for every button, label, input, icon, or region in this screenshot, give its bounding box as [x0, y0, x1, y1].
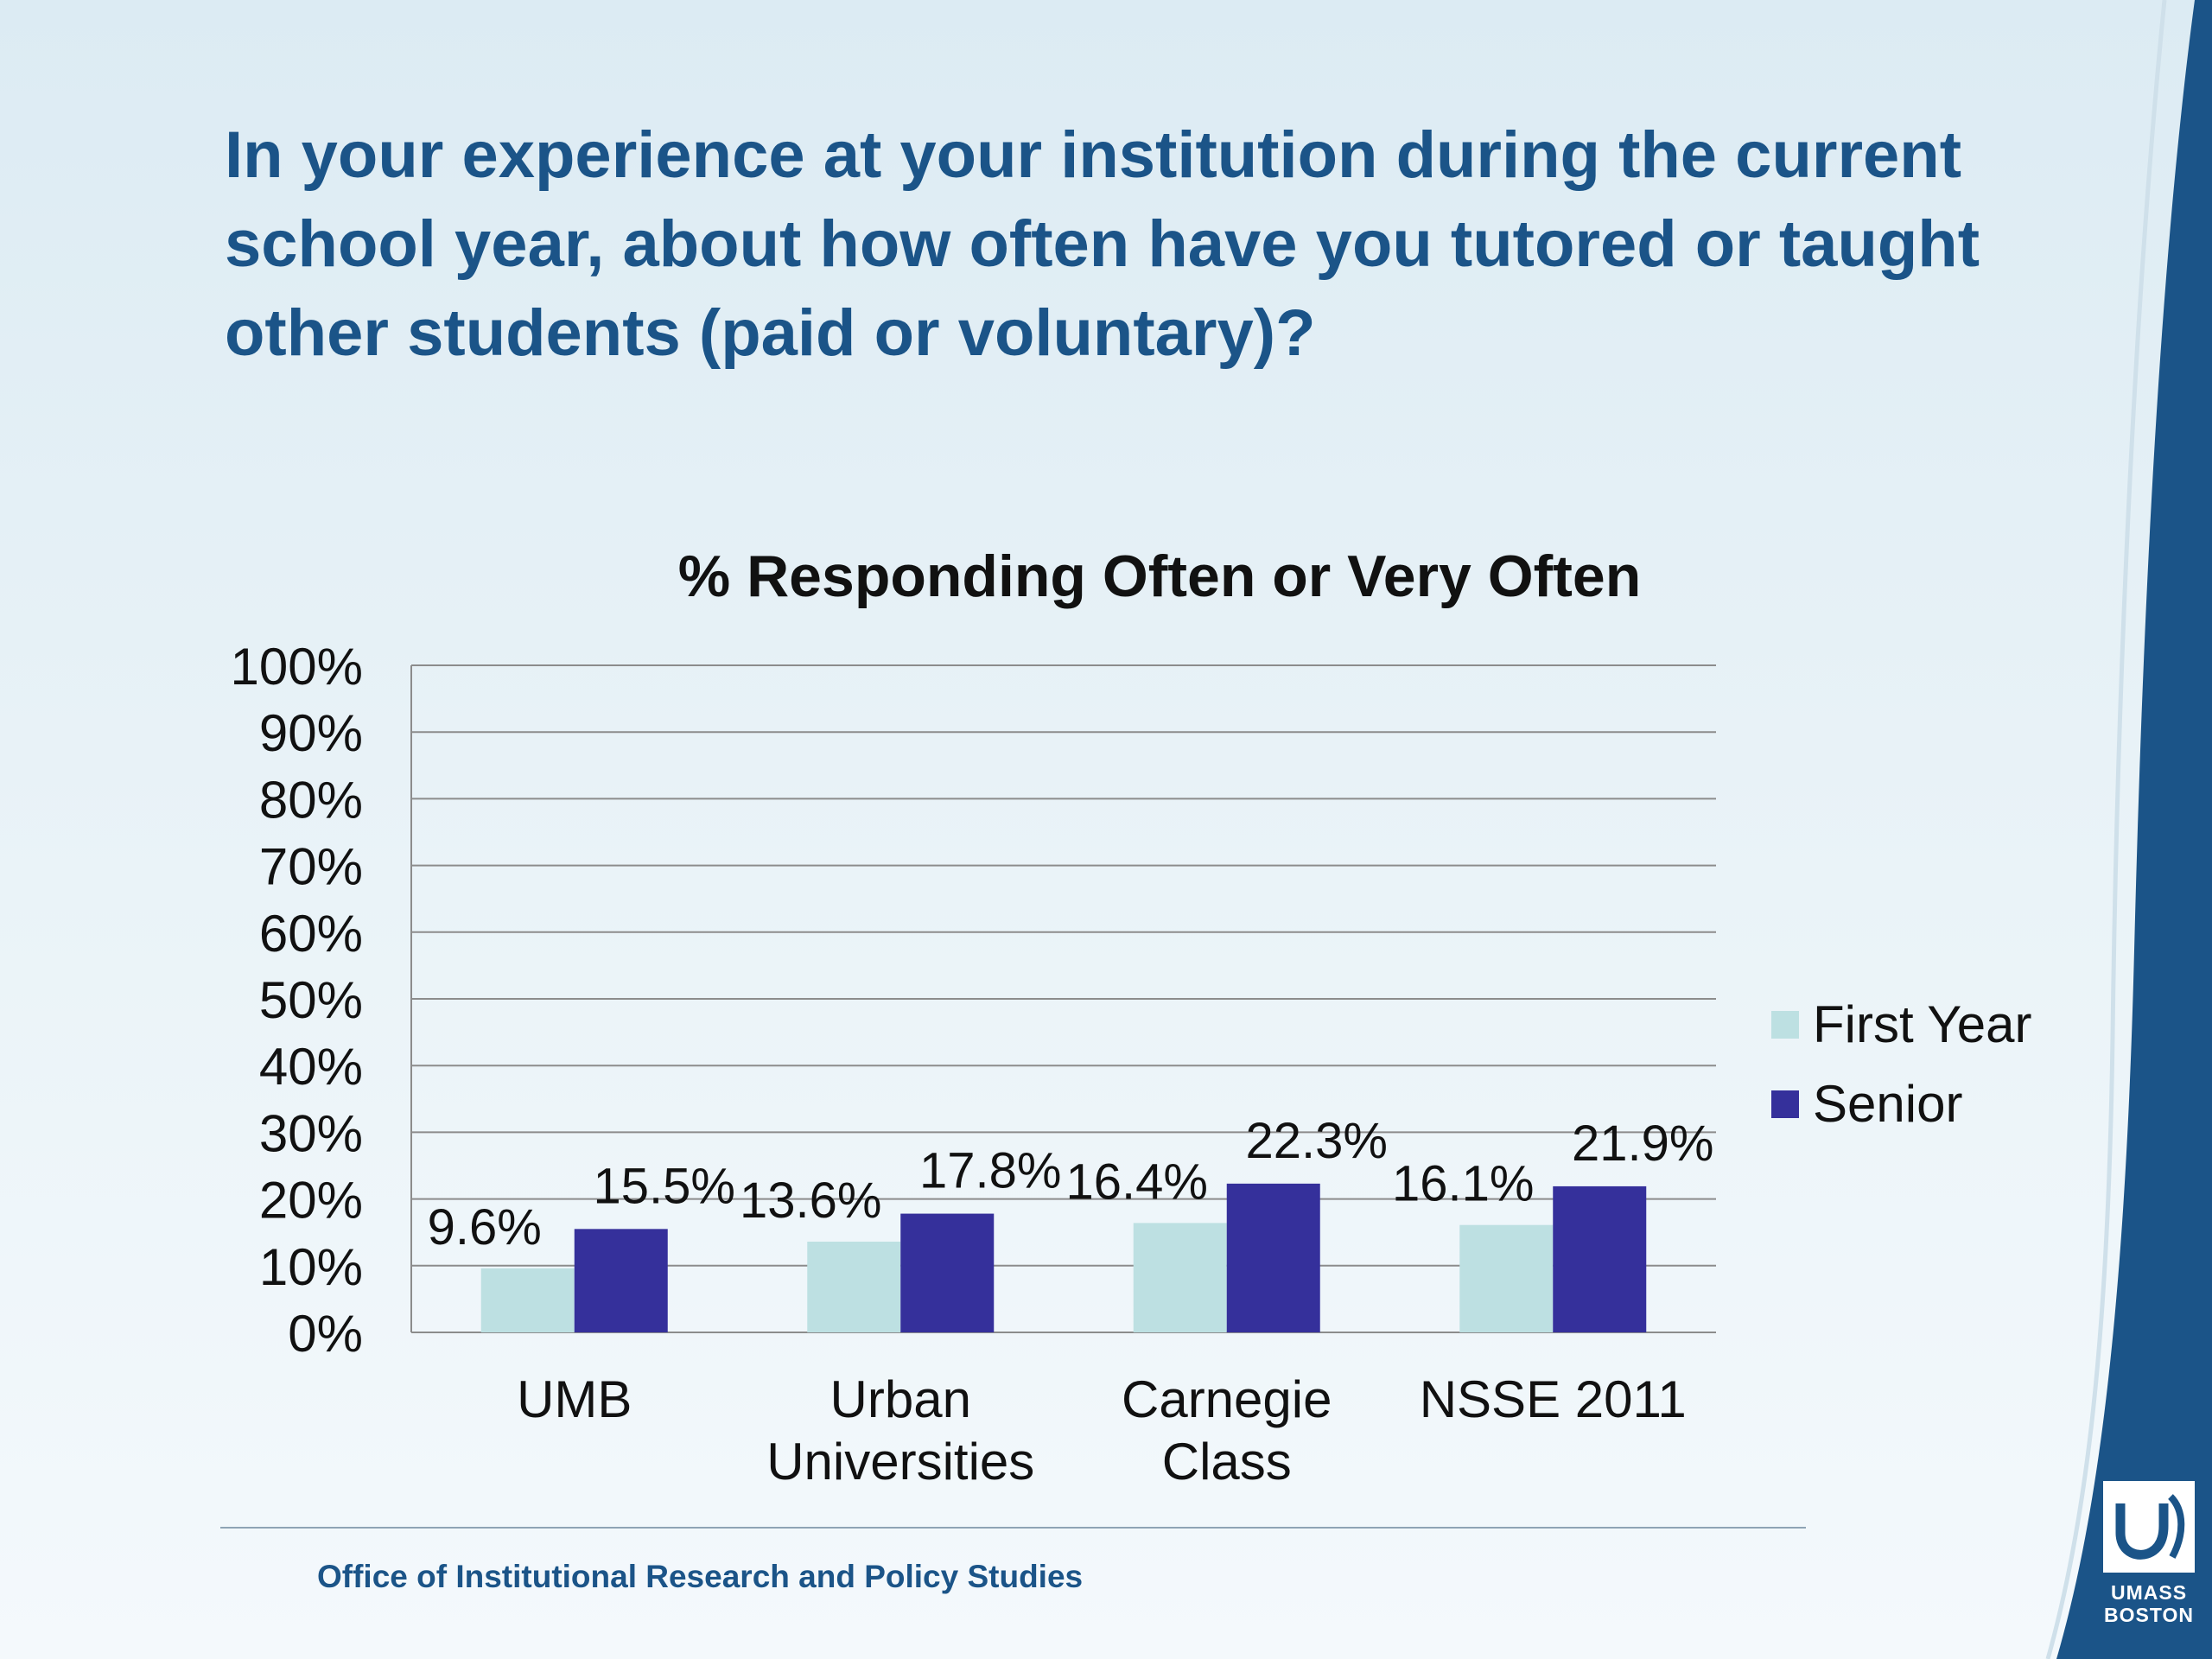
data-label: 22.3%: [1246, 1113, 1388, 1169]
bar: [1133, 1223, 1227, 1332]
y-tick-label: 20%: [259, 1172, 363, 1230]
data-label: 16.4%: [1066, 1154, 1208, 1210]
bar: [1553, 1185, 1647, 1332]
footer-divider: [220, 1527, 1806, 1529]
bar: [1459, 1224, 1554, 1332]
y-tick-label: 10%: [259, 1238, 363, 1296]
x-category-label: Class: [1162, 1433, 1292, 1491]
y-tick-label: 60%: [259, 905, 363, 963]
x-category-label: Carnegie: [1122, 1370, 1332, 1428]
legend-swatch: [1771, 1011, 1799, 1039]
x-category-label: Universities: [766, 1433, 1034, 1491]
legend-swatch: [1771, 1090, 1799, 1118]
data-label: 9.6%: [428, 1199, 542, 1255]
y-tick-label: 50%: [259, 971, 363, 1029]
data-label: 17.8%: [919, 1143, 1061, 1199]
y-tick-label: 0%: [288, 1305, 363, 1363]
y-tick-label: 80%: [259, 771, 363, 829]
data-label: 21.9%: [1572, 1116, 1713, 1172]
slide-title: In your experience at your institution d…: [225, 118, 1980, 370]
umass-boston-logo: UMASS BOSTON: [2101, 1479, 2196, 1626]
y-tick-label: 30%: [259, 1104, 363, 1162]
footer-office-name: Office of Institutional Research and Pol…: [317, 1559, 1084, 1594]
legend-label: Senior: [1813, 1075, 1962, 1133]
bar: [1226, 1183, 1320, 1332]
y-tick-label: 100%: [231, 638, 363, 696]
data-label: 13.6%: [740, 1173, 881, 1229]
bar: [574, 1229, 668, 1332]
logo-text-boston: BOSTON: [2104, 1604, 2194, 1626]
bar: [900, 1213, 995, 1332]
umass-logo-icon: [2103, 1481, 2195, 1573]
x-category-label: Urban: [830, 1370, 971, 1428]
y-tick-label: 40%: [259, 1038, 363, 1096]
x-category-label: NSSE 2011: [1420, 1370, 1687, 1428]
data-label: 16.1%: [1392, 1156, 1534, 1212]
x-category-label: UMB: [517, 1370, 632, 1428]
logo-text-umass: UMASS: [2110, 1581, 2188, 1604]
bar: [480, 1268, 575, 1332]
bar: [807, 1242, 901, 1332]
data-label: 15.5%: [594, 1158, 735, 1214]
y-tick-label: 90%: [259, 704, 363, 762]
y-tick-label: 70%: [259, 838, 363, 896]
legend-label: First Year: [1813, 995, 2031, 1053]
chart-title: % Responding Often or Very Often: [677, 543, 1642, 609]
